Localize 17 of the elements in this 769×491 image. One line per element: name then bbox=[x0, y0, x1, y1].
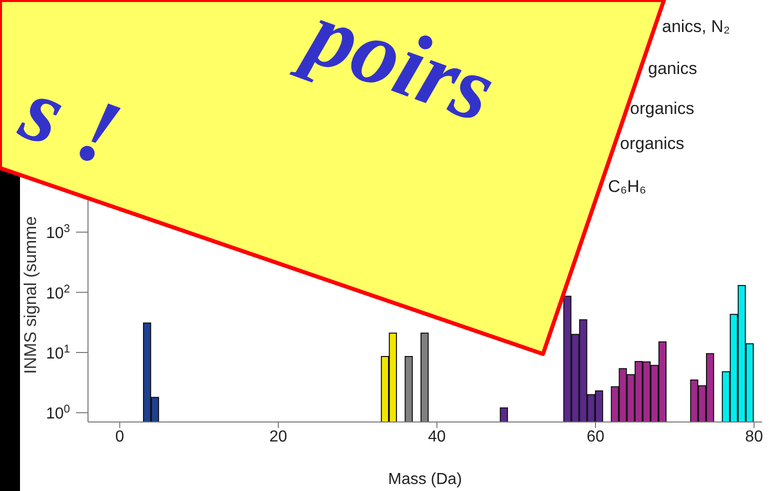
y-axis-title: INMS signal (summe bbox=[21, 216, 40, 374]
text: ganics bbox=[648, 59, 698, 79]
y-tick-label: 10$^{1}$ bbox=[46, 344, 70, 363]
x-axis-title: Mass (Da) bbox=[388, 471, 462, 488]
x-tick-label: 0 bbox=[115, 428, 124, 446]
y-tick-label: 10$^{0}$ bbox=[46, 404, 70, 423]
x-tick-label: 40 bbox=[428, 428, 446, 446]
x-tick-label: 60 bbox=[586, 428, 604, 446]
annotation: s ! bbox=[9, 57, 134, 186]
y-tick-label: 10$^{2}$ bbox=[46, 283, 70, 302]
text: organics bbox=[620, 134, 684, 154]
y-tick-label: 10$^{3}$ bbox=[46, 223, 70, 242]
x-tick-label: 80 bbox=[745, 428, 764, 446]
text: anics, N₂ bbox=[662, 17, 730, 37]
text: organics bbox=[630, 99, 694, 119]
x-tick-label: 20 bbox=[269, 428, 288, 446]
annotation: C₆H₆ bbox=[608, 177, 646, 197]
